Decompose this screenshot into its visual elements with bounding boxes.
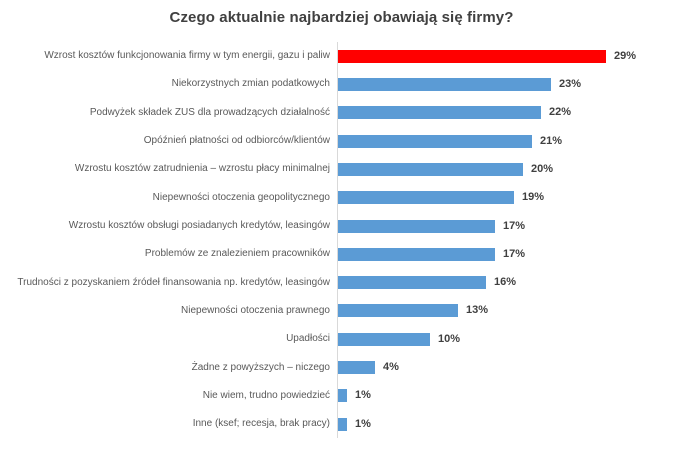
bar-row: Żadne z powyższych – niczego 4%: [0, 353, 683, 382]
category-label-wrap: Nie wiem, trudno powiedzieć: [0, 389, 337, 401]
bar-zone: 4%: [337, 353, 683, 382]
bar-zone: 17%: [337, 211, 683, 241]
bar: [338, 417, 347, 431]
value-label: 16%: [494, 276, 517, 289]
value-label: 1%: [355, 389, 371, 402]
value-label: 29%: [614, 49, 637, 62]
bar: [338, 332, 430, 346]
category-label-wrap: Upadłości: [0, 334, 337, 344]
bar-row: Opóźnień płatności od odbiorców/klientów…: [0, 126, 683, 156]
bar: [338, 304, 458, 318]
category-label: Podwyżek składek ZUS dla prowadzących dz…: [89, 106, 330, 118]
bar: [338, 389, 347, 403]
category-label: Upadłości: [286, 333, 330, 345]
category-label-wrap: Wzrost kosztów funkcjonowania firmy w ty…: [0, 51, 337, 61]
bar-row: Upadłości 10%: [0, 325, 683, 354]
category-label: Inne (ksef; recesja, brak pracy): [192, 418, 330, 430]
value-label: 4%: [383, 361, 399, 374]
bar-zone: 29%: [337, 42, 683, 71]
category-label: Trudności z pozyskaniem źródeł finansowa…: [17, 276, 330, 288]
value-label: 19%: [522, 191, 545, 204]
bar-row: Niepewności otoczenia prawnego 13%: [0, 296, 683, 326]
bar-zone: 10%: [337, 325, 683, 354]
category-label-wrap: Niepewności otoczenia prawnego: [0, 304, 337, 316]
bar-chart: Wzrost kosztów funkcjonowania firmy w ty…: [0, 42, 683, 439]
category-label: Niepewności otoczenia prawnego: [181, 304, 330, 316]
bar-row: Inne (ksef; recesja, brak pracy) 1%: [0, 410, 683, 439]
category-label: Problemów ze znalezieniem pracowników: [144, 248, 330, 260]
category-label: Żadne z powyższych – niczego: [191, 361, 330, 373]
bar-row: Niekorzystnych zmian podatkowych 23%: [0, 70, 683, 99]
category-label-wrap: Niepewności otoczenia geopolitycznego: [0, 191, 337, 203]
bar: [338, 191, 514, 205]
category-label-wrap: Wzrostu kosztów zatrudnienia – wzrostu p…: [0, 164, 337, 174]
bar: [338, 219, 495, 233]
bar-row: Wzrostu kosztów zatrudnienia – wzrostu p…: [0, 155, 683, 184]
bar-zone: 22%: [337, 98, 683, 127]
category-label-wrap: Żadne z powyższych – niczego: [0, 361, 337, 373]
bar: [338, 106, 541, 120]
value-label: 17%: [503, 247, 526, 260]
bar: [338, 134, 532, 148]
value-label: 23%: [559, 77, 582, 90]
category-label: Niepewności otoczenia geopolitycznego: [152, 191, 330, 203]
bar: [338, 77, 551, 91]
category-label-wrap: Problemów ze znalezieniem pracowników: [0, 249, 337, 259]
chart-title: Czego aktualnie najbardziej obawiają się…: [169, 9, 514, 26]
bar-zone: 23%: [337, 70, 683, 99]
bar-row: Wzrost kosztów funkcjonowania firmy w ty…: [0, 42, 683, 71]
category-label: Nie wiem, trudno powiedzieć: [202, 389, 330, 401]
category-label: Wzrost kosztów funkcjonowania firmy w ty…: [44, 50, 330, 62]
bar: [338, 361, 375, 375]
bar-zone: 1%: [337, 410, 683, 439]
value-label: 21%: [540, 134, 563, 147]
category-label: Wzrostu kosztów obsługi posiadanych kred…: [68, 220, 330, 232]
bar: [338, 276, 486, 290]
bar-row: Wzrostu kosztów obsługi posiadanych kred…: [0, 211, 683, 241]
category-label-wrap: Trudności z pozyskaniem źródeł finansowa…: [0, 276, 337, 288]
category-label: Opóźnień płatności od odbiorców/klientów: [143, 135, 330, 147]
bar-zone: 1%: [337, 381, 683, 411]
bar-zone: 20%: [337, 155, 683, 184]
bar-row: Podwyżek składek ZUS dla prowadzących dz…: [0, 98, 683, 127]
value-label: 20%: [531, 162, 554, 175]
bar-zone: 19%: [337, 183, 683, 212]
bar: [338, 162, 523, 176]
category-label: Wzrostu kosztów zatrudnienia – wzrostu p…: [74, 163, 330, 175]
category-label-wrap: Opóźnień płatności od odbiorców/klientów: [0, 136, 337, 146]
category-label-wrap: Podwyżek składek ZUS dla prowadzących dz…: [0, 106, 337, 118]
bar-row: Niepewności otoczenia geopolitycznego 19…: [0, 183, 683, 212]
value-label: 13%: [466, 304, 489, 317]
category-label-wrap: Niekorzystnych zmian podatkowych: [0, 79, 337, 89]
value-label: 10%: [438, 332, 461, 345]
category-label: Niekorzystnych zmian podatkowych: [171, 78, 330, 90]
value-label: 1%: [355, 417, 371, 430]
bar-zone: 17%: [337, 240, 683, 269]
bar-zone: 13%: [337, 296, 683, 326]
bar: [338, 49, 606, 63]
bar-row: Trudności z pozyskaniem źródeł finansowa…: [0, 268, 683, 297]
bar: [338, 247, 495, 261]
bar-row: Nie wiem, trudno powiedzieć 1%: [0, 381, 683, 411]
bar-zone: 16%: [337, 268, 683, 297]
bar-row: Problemów ze znalezieniem pracowników 17…: [0, 240, 683, 269]
bar-zone: 21%: [337, 126, 683, 156]
category-label-wrap: Wzrostu kosztów obsługi posiadanych kred…: [0, 221, 337, 231]
value-label: 17%: [503, 219, 526, 232]
value-label: 22%: [549, 106, 572, 119]
category-label-wrap: Inne (ksef; recesja, brak pracy): [0, 419, 337, 429]
